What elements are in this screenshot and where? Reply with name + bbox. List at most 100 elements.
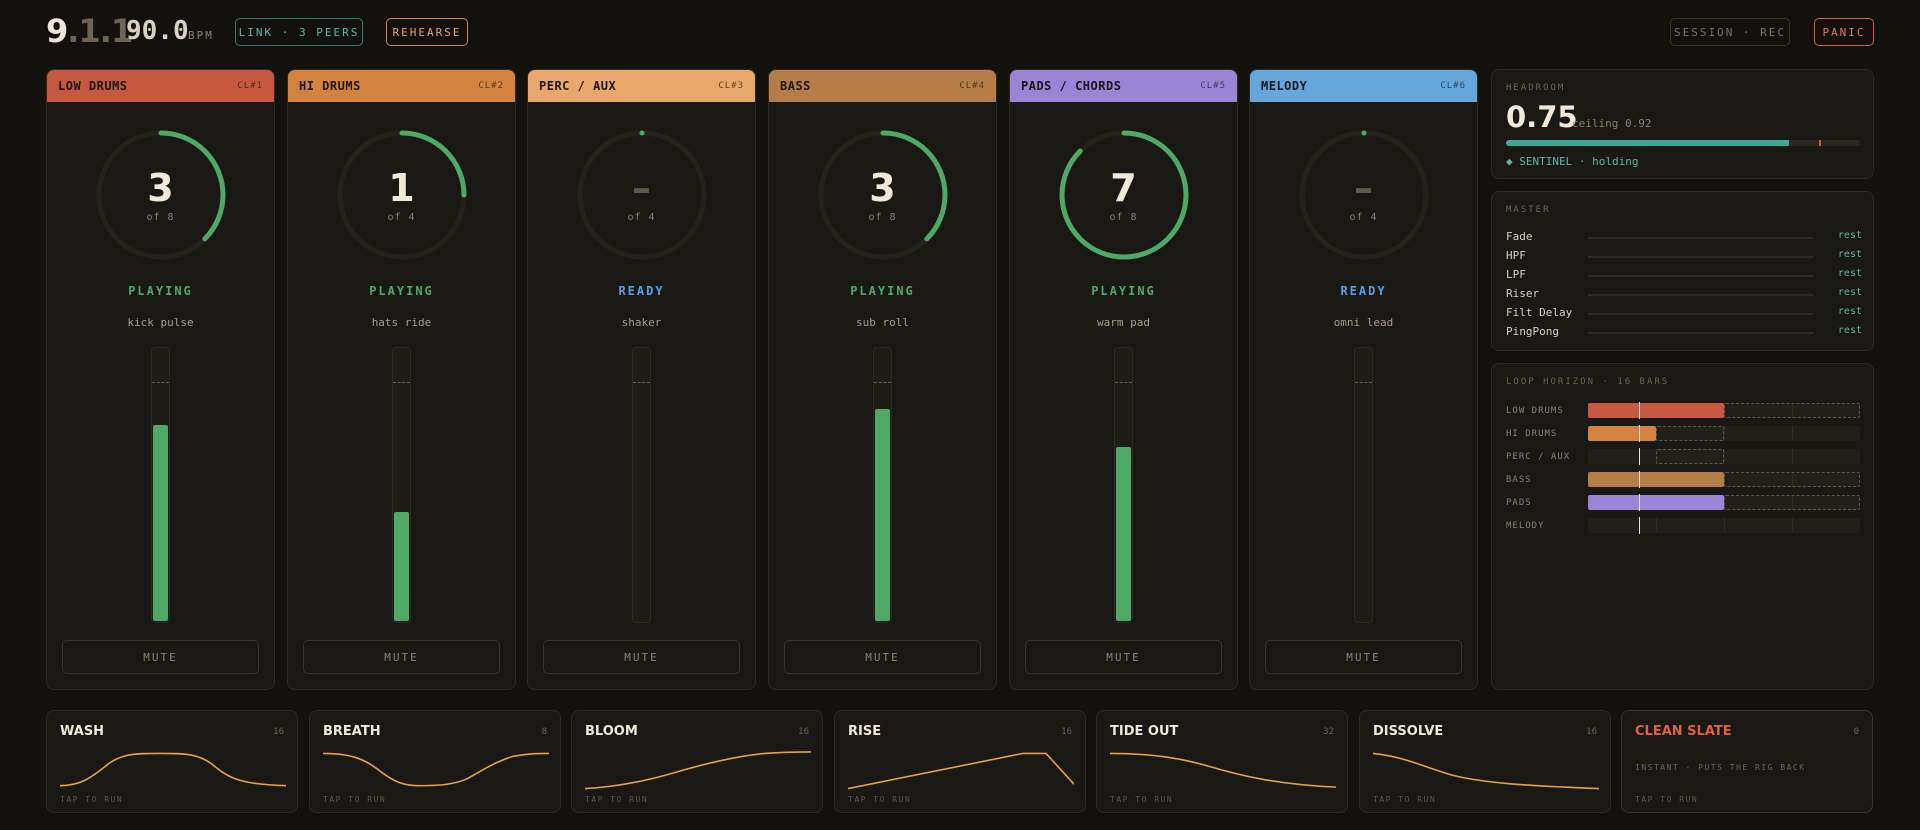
bar-gridline [1792,472,1793,487]
playhead [1639,425,1640,442]
channel-name: LOW DRUMS [58,79,128,93]
channel-name: MELODY [1261,79,1308,93]
level-meter[interactable] [1114,347,1133,623]
effect-slider-track[interactable] [1588,313,1814,315]
loop-track[interactable] [1588,402,1860,419]
channel-1: LOW DRUMS CL#1 3 of 8 PLAYING kick pulse… [46,69,275,690]
scene-card-none[interactable]: CLEAN SLATE 0 INSTANT · PUTS THE RIG BACK… [1621,710,1873,813]
scene-bar-length: 16 [1061,727,1072,737]
channel-header[interactable]: LOW DRUMS CL#1 [47,70,274,102]
channel-id: CL#5 [1200,81,1226,91]
meter-fill [875,409,890,621]
link-status-button[interactable]: LINK · 3 PEERS [235,18,363,46]
clip-progress-ring[interactable] [96,130,226,260]
effect-state: rest [1837,230,1862,241]
scene-automation-curve [1110,749,1336,793]
mute-button[interactable]: MUTE [303,640,500,674]
loop-track[interactable] [1588,517,1860,534]
loop-track[interactable] [1588,448,1860,465]
effect-slider-track[interactable] [1588,294,1814,296]
master-effect-row[interactable]: LPF rest [1506,268,1862,284]
mute-button[interactable]: MUTE [1025,640,1222,674]
scene-name: CLEAN SLATE [1635,724,1732,739]
bar-gridline [1792,495,1793,510]
loop-track[interactable] [1588,494,1860,511]
effect-name: Filt Delay [1506,306,1573,319]
level-meter[interactable] [873,347,892,623]
panic-button[interactable]: PANIC [1814,18,1874,46]
bar-gridline [1724,426,1725,441]
clip-progress-ring[interactable] [1059,130,1189,260]
mute-button[interactable]: MUTE [784,640,981,674]
loop-played-segment [1588,472,1724,487]
channel-status: PLAYING [1091,284,1156,298]
master-effect-row[interactable]: PingPong rest [1506,325,1862,341]
level-meter[interactable] [632,347,651,623]
mute-button[interactable]: MUTE [62,640,259,674]
clip-progress-ring[interactable] [1299,130,1429,260]
active-clip-number: – [632,166,651,210]
session-rec-button[interactable]: SESSION · REC [1670,18,1790,46]
tap-to-run-hint: TAP TO RUN [1373,795,1437,804]
mute-button[interactable]: MUTE [543,640,740,674]
rehearse-button[interactable]: REHEARSE [386,18,468,46]
automation-curve-line [60,753,286,785]
bar-gridline [1656,518,1657,533]
scene-name: WASH [60,724,105,739]
headroom-label: HEADROOM [1506,83,1566,93]
track-name: PERC / AUX [1506,452,1571,462]
effect-name: Riser [1506,287,1540,300]
meter-ceiling-mark [1115,382,1132,383]
loop-horizon-row: PERC / AUX [1506,448,1862,465]
scene-card-bloom[interactable]: BLOOM 16 TAP TO RUN [571,710,823,813]
channel-header[interactable]: PERC / AUX CL#3 [528,70,755,102]
clip-count: of 4 [627,212,656,223]
clip-progress-ring[interactable] [577,130,707,260]
meter-ceiling-mark [633,382,650,383]
scene-card-breath[interactable]: BREATH 8 TAP TO RUN [309,710,561,813]
mute-button[interactable]: MUTE [1265,640,1462,674]
level-meter[interactable] [151,347,170,623]
scene-name: TIDE OUT [1110,724,1179,739]
scene-card-wash[interactable]: WASH 16 TAP TO RUN [46,710,298,813]
tempo-value[interactable]: 90.0 [126,16,189,46]
channel-header[interactable]: BASS CL#4 [769,70,996,102]
ring-progress [577,130,707,260]
effect-slider-track[interactable] [1588,332,1814,334]
clip-progress-ring[interactable] [337,130,467,260]
active-clip-number: 1 [388,166,415,210]
loop-queued-segment [1656,449,1724,464]
master-panel: MASTER Fade rest HPF rest LPF rest Riser… [1491,191,1874,351]
tap-to-run-hint: TAP TO RUN [323,795,387,804]
ring-progress [1299,130,1429,260]
loop-track[interactable] [1588,471,1860,488]
effect-slider-track[interactable] [1588,237,1814,239]
channel-header[interactable]: HI DRUMS CL#2 [288,70,515,102]
loop-track[interactable] [1588,425,1860,442]
level-meter[interactable] [392,347,411,623]
meter-fill [153,425,168,621]
master-effect-row[interactable]: Filt Delay rest [1506,306,1862,322]
effect-slider-track[interactable] [1588,256,1814,258]
channel-header[interactable]: PADS / CHORDS CL#5 [1010,70,1237,102]
loop-horizon-label: LOOP HORIZON · 16 BARS [1506,377,1670,387]
effect-state: rest [1837,306,1862,317]
master-effect-row[interactable]: Riser rest [1506,287,1862,303]
scene-note: INSTANT · PUTS THE RIG BACK [1635,763,1806,772]
tempo-unit: BPM [188,29,214,42]
channel-header[interactable]: MELODY CL#6 [1250,70,1477,102]
master-effect-row[interactable]: HPF rest [1506,249,1862,265]
playhead [1639,494,1640,511]
effect-slider-track[interactable] [1588,275,1814,277]
scene-card-rise[interactable]: RISE 16 TAP TO RUN [834,710,1086,813]
loop-queued-segment [1724,403,1860,418]
level-meter[interactable] [1354,347,1373,623]
transport-position: 9.1.1 [46,12,133,50]
scene-card-tide[interactable]: TIDE OUT 32 TAP TO RUN [1096,710,1348,813]
clip-progress-ring[interactable] [818,130,948,260]
scene-bar-length: 16 [1586,727,1597,737]
headroom-value: 0.75 [1506,100,1578,134]
scene-card-dissolve[interactable]: DISSOLVE 16 TAP TO RUN [1359,710,1611,813]
master-effect-row[interactable]: Fade rest [1506,230,1862,246]
effect-state: rest [1837,249,1862,260]
